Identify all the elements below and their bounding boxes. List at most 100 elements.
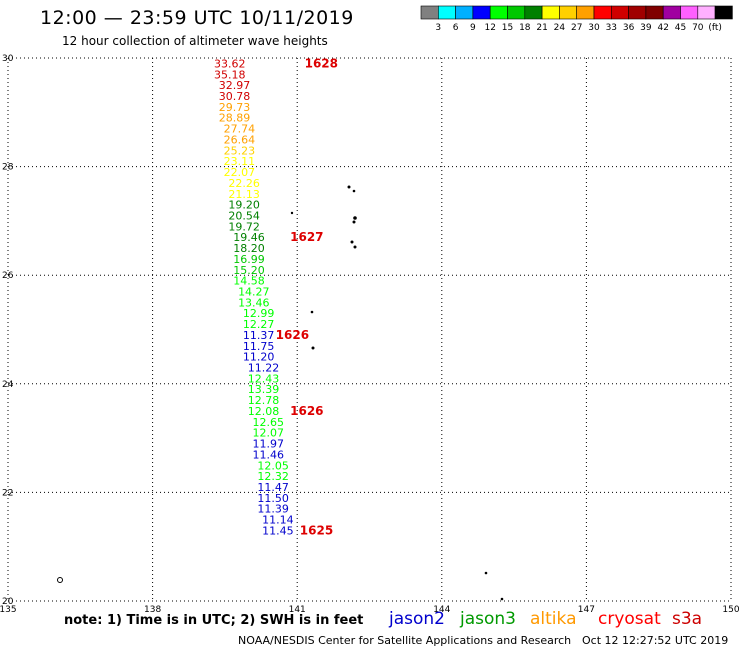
wave-height-label: 11.37 — [243, 329, 275, 342]
page-title: 12:00 — 23:59 UTC 10/11/2019 — [40, 7, 354, 29]
wave-height-label: 23.11 — [224, 155, 256, 168]
wave-height-label: 12.05 — [257, 459, 289, 472]
wave-height-label: 21.13 — [228, 188, 260, 201]
y-tick-label: 26 — [2, 271, 14, 281]
wave-height-label: 11.46 — [253, 448, 285, 461]
wave-height-label: 12.07 — [253, 427, 285, 440]
wave-height-label: 27.74 — [224, 123, 256, 136]
island-mark — [347, 185, 351, 189]
wave-height-label: 14.27 — [238, 285, 270, 298]
legend-swatch — [714, 5, 733, 20]
wave-height-label: 11.14 — [262, 514, 294, 527]
x-tick-label: 141 — [289, 605, 306, 615]
legend-label: 21 — [536, 23, 547, 33]
legend-swatch — [628, 5, 647, 20]
wave-height-label: 11.75 — [243, 340, 275, 353]
legend-swatch — [680, 5, 699, 20]
legend-swatch — [610, 5, 629, 20]
y-tick-label: 20 — [2, 597, 14, 607]
satellite-name-jason3: jason3 — [460, 609, 516, 629]
pass-time-label: 1626 — [276, 328, 309, 342]
legend-label: 12 — [484, 23, 495, 33]
wave-height-label: 26.64 — [224, 133, 256, 146]
legend-label: 30 — [588, 23, 600, 33]
satellite-name-cryosat: cryosat — [598, 609, 661, 629]
wave-height-label: 11.45 — [262, 524, 294, 537]
x-tick-label: 135 — [0, 605, 17, 615]
legend-swatch — [437, 5, 456, 20]
wave-height-label: 33.62 — [214, 57, 246, 70]
y-tick-label: 30 — [2, 54, 14, 64]
island-mark — [311, 346, 315, 350]
wave-height-label: 30.78 — [219, 90, 251, 103]
legend-swatch — [593, 5, 612, 20]
wave-height-label: 20.54 — [228, 209, 260, 222]
legend-label: 27 — [571, 23, 582, 33]
legend-swatch — [420, 5, 439, 20]
legend-label: 18 — [519, 23, 531, 33]
wave-height-label: 11.22 — [248, 362, 280, 375]
legend-swatch — [576, 5, 595, 20]
island-mark — [500, 597, 504, 601]
legend-swatch — [559, 5, 578, 20]
wave-height-label: 12.65 — [253, 416, 285, 429]
wave-height-label: 18.20 — [233, 242, 265, 255]
wave-height-label: 22.26 — [228, 177, 260, 190]
pass-time-label: 1626 — [290, 404, 323, 418]
legend-swatch — [662, 5, 681, 20]
pass-time-label: 1625 — [300, 523, 333, 537]
pass-time-label: 1628 — [305, 56, 338, 70]
legend-label: 45 — [675, 23, 686, 33]
wave-height-label: 29.73 — [219, 101, 251, 114]
wave-height-label: 12.43 — [248, 372, 280, 385]
wave-height-label: 11.39 — [257, 503, 289, 516]
island-mark — [353, 216, 357, 220]
legend-label: (ft) — [708, 23, 722, 33]
wave-height-label: 13.46 — [238, 296, 270, 309]
legend-swatch — [507, 5, 526, 20]
x-tick-label: 144 — [433, 605, 450, 615]
legend-label: 39 — [640, 23, 652, 33]
wave-height-label: 19.72 — [228, 220, 260, 233]
page-subtitle: 12 hour collection of altimeter wave hei… — [62, 34, 328, 48]
y-tick-label: 22 — [2, 488, 13, 498]
island-mark — [352, 189, 356, 193]
satellite-name-jason2: jason2 — [389, 609, 445, 629]
legend-label: 24 — [554, 23, 566, 33]
wave-height-label: 15.20 — [233, 264, 265, 277]
wave-height-label: 19.46 — [233, 231, 265, 244]
legend-label: 36 — [623, 23, 635, 33]
wave-height-label: 19.20 — [228, 199, 260, 212]
x-tick-label: 147 — [578, 605, 595, 615]
legend-label: 33 — [606, 23, 617, 33]
island-mark — [484, 571, 488, 575]
legend-swatch — [472, 5, 491, 20]
footer-note: note: 1) Time is in UTC; 2) SWH is in fe… — [64, 613, 364, 628]
wave-height-label: 25.23 — [224, 144, 256, 157]
wave-height-label: 11.97 — [253, 438, 285, 451]
island-mark — [350, 240, 354, 244]
wave-height-label: 11.50 — [257, 492, 289, 505]
island-mark — [57, 577, 63, 583]
x-tick-label: 150 — [722, 605, 739, 615]
footer-timestamp: Oct 12 12:27:52 UTC 2019 — [582, 634, 729, 647]
legend-label: 9 — [470, 23, 476, 33]
legend-label: 42 — [657, 23, 668, 33]
wave-height-label: 28.89 — [219, 112, 251, 125]
legend-swatch — [541, 5, 560, 20]
wave-height-label: 16.99 — [233, 253, 265, 266]
wave-height-label: 11.20 — [243, 351, 275, 364]
legend-swatch — [489, 5, 508, 20]
legend-label: 6 — [453, 23, 459, 33]
legend-label: 3 — [435, 23, 441, 33]
wave-height-label: 14.58 — [233, 275, 265, 288]
island-mark — [290, 211, 294, 215]
legend-swatch — [524, 5, 543, 20]
wave-height-label: 13.39 — [248, 383, 280, 396]
legend-swatch — [697, 5, 716, 20]
pass-time-label: 1627 — [290, 230, 323, 244]
legend-swatch — [645, 5, 664, 20]
wave-height-label: 11.47 — [257, 481, 289, 494]
legend-label: 15 — [502, 23, 513, 33]
